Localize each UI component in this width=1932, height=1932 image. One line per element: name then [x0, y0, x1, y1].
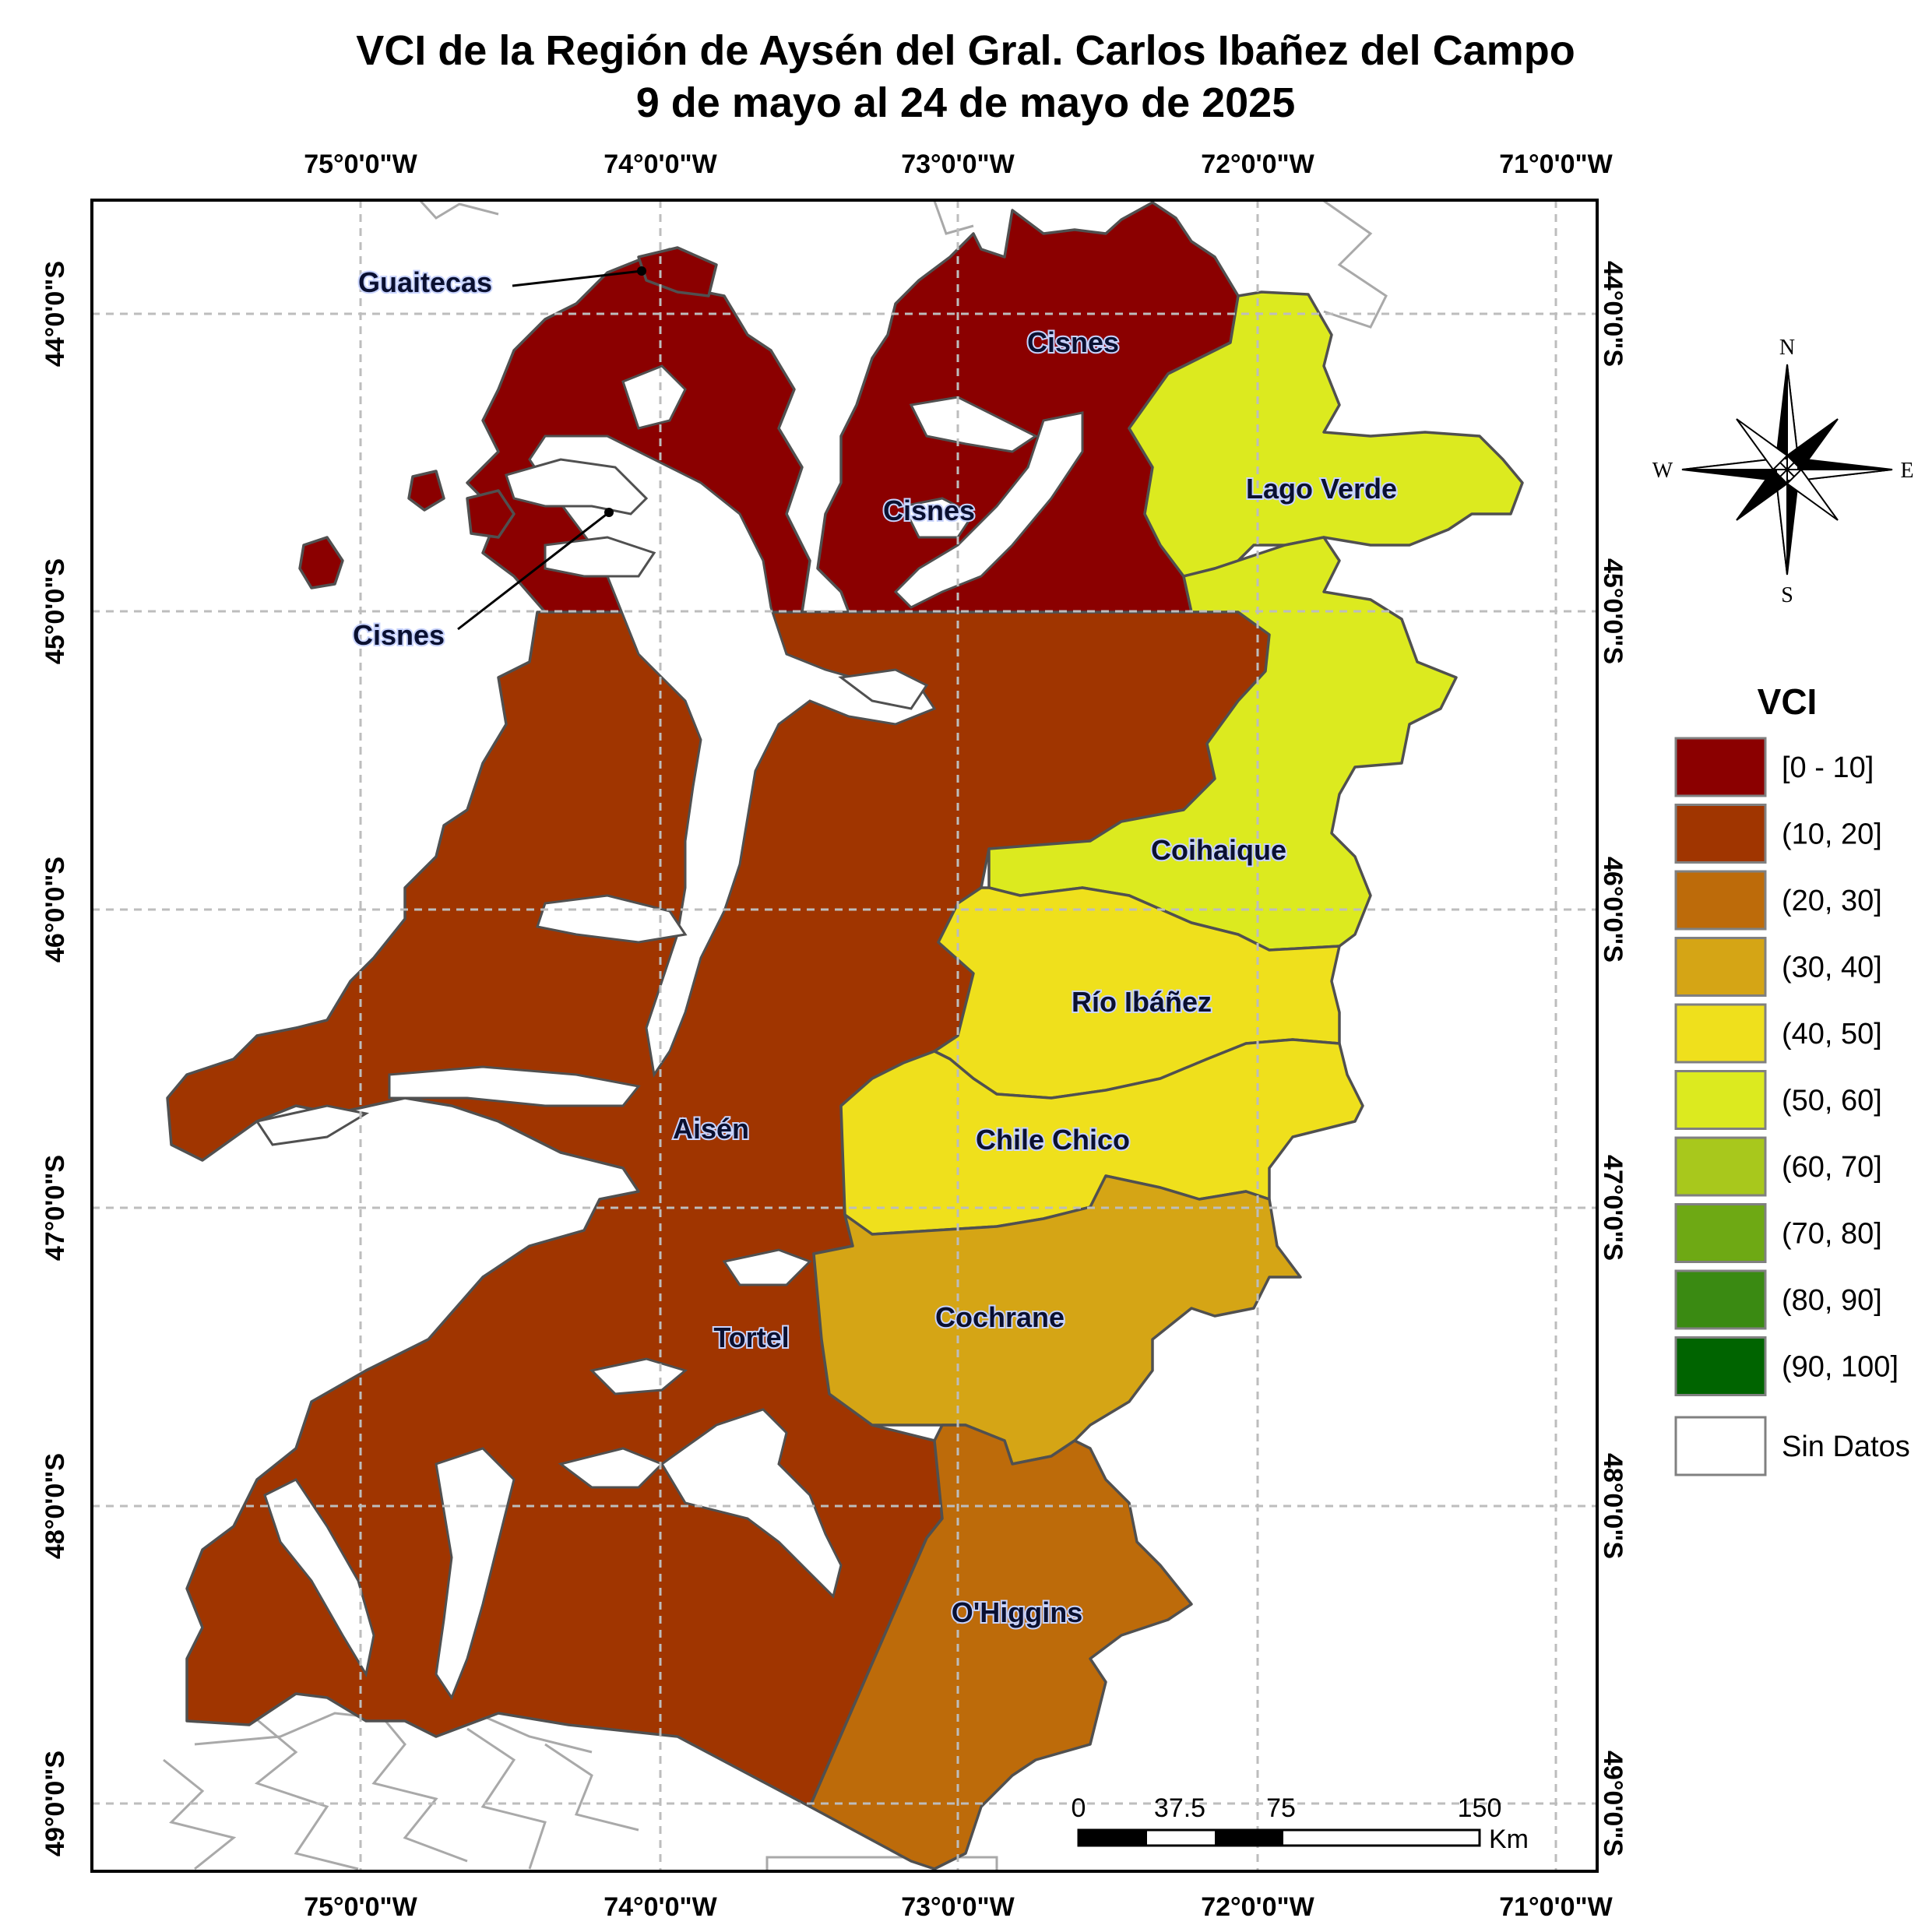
lat-label-right-46: 46°0'0"S: [1598, 857, 1628, 962]
region-coihaique: [987, 536, 1458, 952]
boundary-ibanez-chilechico: [973, 1038, 1340, 1100]
label-chile-chico: Chile Chico: [976, 1124, 1130, 1156]
lat-label-left-45: 45°0'0"S: [40, 558, 70, 664]
legend-swatch: [1674, 804, 1767, 864]
boundary-tortel-ohiggins: [808, 1537, 928, 1807]
legend-swatch: [1674, 1003, 1767, 1064]
scale-unit: Km: [1489, 1825, 1529, 1854]
legend-swatch-no-data: [1674, 1416, 1767, 1476]
legend-swatch: [1674, 1269, 1767, 1330]
legend-swatch: [1674, 1136, 1767, 1197]
legend-label: (30, 40]: [1782, 952, 1882, 984]
legend-label: (80, 90]: [1782, 1284, 1882, 1317]
compass-star-icon: [1681, 364, 1893, 575]
legend-title: VCI: [1758, 681, 1818, 722]
legend-label: (60, 70]: [1782, 1151, 1882, 1184]
scale-bar: 0 37.5 75 150 Km: [1072, 1793, 1529, 1854]
lat-label-left-44: 44°0'0"S: [40, 261, 70, 367]
scale-tick-150: 150: [1458, 1793, 1502, 1823]
lon-label-bottom-71: 71°0'0"W: [1499, 1892, 1613, 1922]
lon-label-bottom-73: 73°0'0"W: [901, 1892, 1015, 1922]
lon-label-top-73: 73°0'0"W: [901, 150, 1015, 179]
lat-label-left-49: 49°0'0"S: [40, 1751, 70, 1856]
lat-label-right-47: 47°0'0"S: [1598, 1155, 1628, 1261]
label-ohiggins: O'Higgins: [952, 1596, 1083, 1628]
legend-label: (90, 100]: [1782, 1351, 1899, 1384]
legend-label-no-data: Sin Datos: [1782, 1431, 1910, 1463]
label-lago-verde: Lago Verde: [1246, 473, 1397, 505]
scale-tick-0: 0: [1072, 1793, 1086, 1823]
compass-south: S: [1781, 583, 1793, 607]
island-west-1: [298, 536, 344, 589]
lon-label-top-72: 72°0'0"W: [1201, 150, 1314, 179]
map-title-line1: VCI de la Región de Aysén del Gral. Carl…: [356, 27, 1575, 74]
map-title-line2: 9 de mayo al 24 de mayo de 2025: [636, 79, 1295, 126]
label-rio-ibanez: Río Ibáñez: [1072, 986, 1212, 1018]
label-cisnes-center: Cisnes: [883, 494, 975, 526]
legend-label: (10, 20]: [1782, 818, 1882, 851]
lat-label-right-49: 49°0'0"S: [1598, 1751, 1628, 1856]
lat-label-right-48: 48°0'0"S: [1598, 1453, 1628, 1559]
legend-label: (50, 60]: [1782, 1085, 1882, 1117]
neighbour-coastline: [163, 199, 1388, 1873]
lon-label-bottom-72: 72°0'0"W: [1201, 1892, 1314, 1922]
lon-label-top-75: 75°0'0"W: [304, 150, 417, 179]
legend-swatch: [1674, 937, 1767, 997]
island-west-2: [407, 470, 445, 512]
legend-swatch: [1674, 870, 1767, 931]
scale-tick-37-5: 37.5: [1154, 1793, 1205, 1823]
legend: VCI [0 - 10] (10, 20] (20, 30] (30, 40] (40,…: [1674, 681, 1910, 1476]
label-cisnes-callout: Cisnes: [353, 619, 445, 651]
graticule: [92, 200, 1597, 1871]
north-channels: [505, 364, 1038, 578]
label-tortel: Tortel: [713, 1321, 789, 1353]
label-cisnes-north: Cisnes: [1027, 326, 1119, 358]
legend-swatch: [1674, 1070, 1767, 1130]
lon-label-top-74: 74°0'0"W: [604, 150, 717, 179]
label-coihaique: Coihaique: [1151, 834, 1286, 866]
legend-swatch: [1674, 737, 1767, 797]
lat-label-right-44: 44°0'0"S: [1598, 261, 1628, 367]
island-west-3: [466, 489, 516, 539]
label-aisen: Aisén: [673, 1113, 749, 1145]
fjord-channels: [255, 411, 1084, 1701]
lat-label-left-48: 48°0'0"S: [40, 1453, 70, 1559]
legend-label: (70, 80]: [1782, 1218, 1882, 1251]
lat-label-left-46: 46°0'0"S: [40, 857, 70, 962]
map-frame: Guaitecas Cisnes Cisnes Cisnes Lago Verd…: [90, 199, 1599, 1873]
lon-label-bottom-75: 75°0'0"W: [304, 1892, 417, 1922]
region-ohiggins: [808, 1423, 1193, 1870]
legend-swatch: [1674, 1336, 1767, 1396]
label-cochrane: Cochrane: [935, 1301, 1065, 1333]
lon-label-top-71: 71°0'0"W: [1499, 150, 1613, 179]
scale-tick-75: 75: [1266, 1793, 1296, 1823]
lat-label-left-47: 47°0'0"S: [40, 1155, 70, 1261]
callout-leaders: [457, 266, 646, 631]
legend-label: (20, 30]: [1782, 885, 1882, 917]
region-cochrane: [812, 1174, 1302, 1466]
compass-north: N: [1779, 336, 1795, 360]
legend-label: [0 - 10]: [1782, 751, 1874, 784]
label-guaitecas: Guaitecas: [358, 266, 492, 298]
lat-label-right-45: 45°0'0"S: [1598, 558, 1628, 664]
compass-west: W: [1652, 459, 1673, 483]
compass-rose: N S E W: [1652, 336, 1914, 607]
island-guaitecas: [637, 246, 718, 297]
compass-east: E: [1900, 459, 1913, 483]
legend-swatch: [1674, 1203, 1767, 1263]
legend-label: (40, 50]: [1782, 1018, 1882, 1050]
lon-label-bottom-74: 74°0'0"W: [604, 1892, 717, 1922]
